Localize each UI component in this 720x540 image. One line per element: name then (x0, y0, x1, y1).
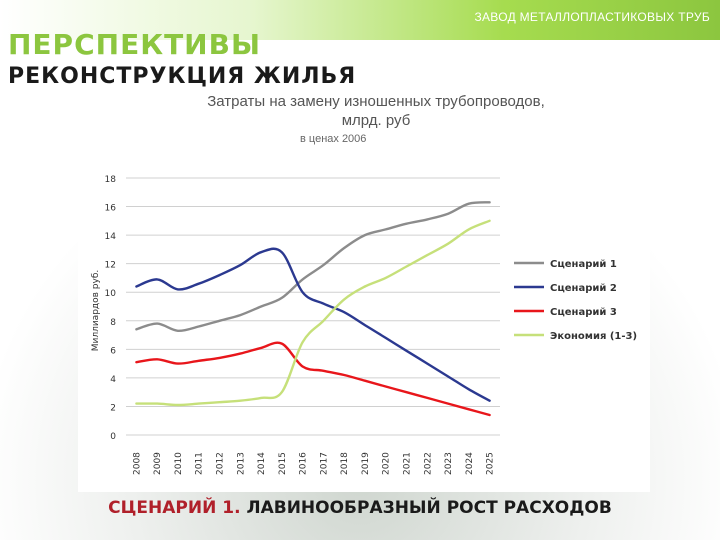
chart-subtitle: в ценах 2006 (300, 133, 367, 145)
x-tick-label: 2013 (236, 452, 246, 475)
x-tick-label: 2017 (319, 452, 329, 475)
y-tick-label: 12 (105, 261, 116, 271)
x-tick-label: 2018 (340, 452, 350, 475)
y-axis-label: Миллиардов руб. (91, 270, 101, 352)
caption-accent: СЦЕНАРИЙ 1. (108, 498, 241, 518)
series-line-3 (135, 341, 491, 417)
header-band (0, 0, 720, 40)
y-tick-label: 14 (105, 232, 117, 242)
chart-title: Затраты на замену изношенных трубопровод… (166, 92, 586, 130)
bottom-caption: СЦЕНАРИЙ 1. ЛАВИНООБРАЗНЫЙ РОСТ РАСХОДОВ (0, 498, 720, 518)
x-tick-label: 2020 (382, 452, 392, 475)
company-name: ЗАВОД МЕТАЛЛОПЛАСТИКОВЫХ ТРУБ (474, 10, 710, 24)
y-tick-label: 18 (105, 175, 117, 185)
legend-label: Сценарий 2 (550, 283, 617, 294)
legend-label: Экономия (1-3) (550, 331, 637, 342)
x-tick-label: 2015 (278, 452, 288, 475)
y-tick-label: 10 (105, 289, 117, 299)
x-tick-label: 2009 (153, 452, 163, 475)
x-tick-label: 2021 (403, 452, 413, 475)
x-tick-label: 2025 (486, 452, 496, 475)
series-line-2 (135, 247, 491, 402)
chart-title-line2: млрд. руб (341, 112, 411, 129)
x-tick-label: 2022 (423, 452, 433, 475)
legend-label: Сценарий 1 (550, 259, 617, 270)
x-tick-label: 2024 (465, 452, 475, 475)
x-tick-label: 2012 (216, 452, 226, 475)
x-tick-label: 2011 (195, 452, 205, 475)
y-tick-label: 0 (110, 432, 116, 442)
y-tick-label: 8 (110, 318, 116, 328)
caption-text: ЛАВИНООБРАЗНЫЙ РОСТ РАСХОДОВ (240, 498, 612, 518)
x-tick-label: 2016 (299, 452, 309, 475)
series-line-4 (135, 219, 491, 407)
x-tick-label: 2023 (444, 452, 454, 475)
legend-label: Сценарий 3 (550, 307, 617, 318)
y-tick-label: 2 (110, 403, 116, 413)
chart-title-line1: Затраты на замену изношенных трубопровод… (207, 93, 545, 110)
x-tick-label: 2010 (174, 452, 184, 475)
slide-subtitle: РЕКОНСТРУКЦИЯ ЖИЛЬЯ (8, 64, 357, 89)
x-tick-label: 2019 (361, 452, 371, 475)
series-line-1 (135, 201, 491, 333)
y-tick-label: 6 (110, 346, 116, 356)
x-tick-label: 2014 (257, 452, 267, 475)
x-tick-label: 2008 (132, 452, 142, 475)
y-tick-label: 4 (110, 375, 116, 385)
y-tick-label: 16 (105, 204, 117, 214)
slide-title: ПЕРСПЕКТИВЫ (8, 28, 261, 61)
